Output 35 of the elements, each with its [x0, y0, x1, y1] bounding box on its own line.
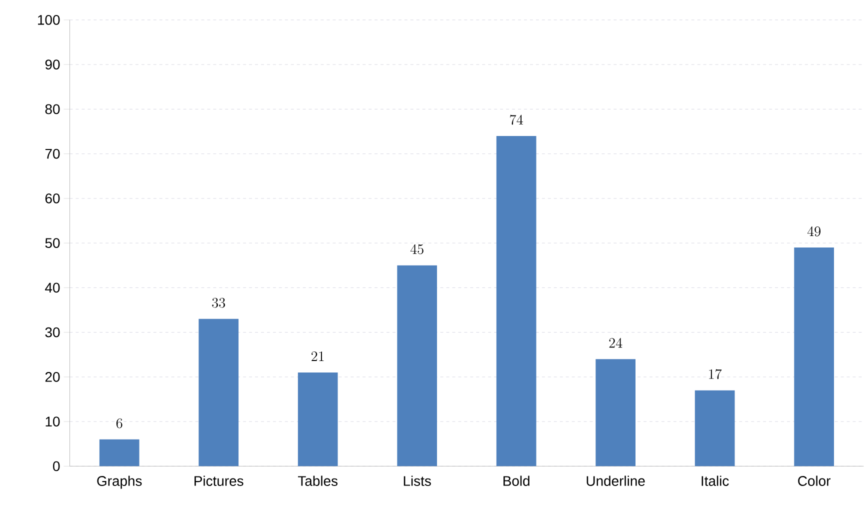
x-tick-label: Graphs	[97, 476, 142, 489]
bar	[298, 372, 338, 466]
bar	[496, 136, 536, 466]
bar	[596, 359, 636, 466]
x-tick-label: Color	[798, 476, 830, 486]
y-tick-label: 50	[45, 238, 60, 248]
y-tick-label: 30	[45, 327, 60, 338]
data-label: 49	[807, 226, 820, 236]
y-tick-label: 70	[45, 148, 60, 159]
x-tick-label: Lists	[404, 476, 431, 486]
bar	[794, 248, 834, 466]
bar	[397, 265, 438, 466]
y-tick-label: 40	[45, 282, 60, 293]
bar	[198, 318, 239, 466]
x-tick-label: Pictures	[194, 476, 244, 486]
data-label: 21	[312, 351, 324, 361]
y-tick-label: 80	[45, 104, 60, 114]
data-label: 45	[410, 244, 424, 254]
y-tick-label: 100	[38, 14, 60, 25]
x-tick-label: Bold	[504, 476, 530, 486]
y-tick-label: 0	[53, 461, 60, 472]
y-tick-label: 90	[45, 60, 60, 70]
y-tick-label: 60	[45, 193, 60, 204]
x-tick-label: Italic	[702, 476, 729, 486]
y-tick-label: 10	[46, 416, 60, 427]
bar	[694, 390, 735, 466]
data-label: 17	[709, 369, 722, 380]
y-tick-label: 20	[45, 372, 60, 382]
data-label: 74	[510, 114, 523, 125]
data-label: 24	[609, 338, 622, 348]
x-tick-label: Underline	[586, 476, 645, 486]
data-label: 6	[116, 418, 122, 428]
bar	[99, 439, 140, 466]
data-label: 33	[212, 298, 226, 308]
x-tick-label: Tables	[298, 476, 338, 486]
